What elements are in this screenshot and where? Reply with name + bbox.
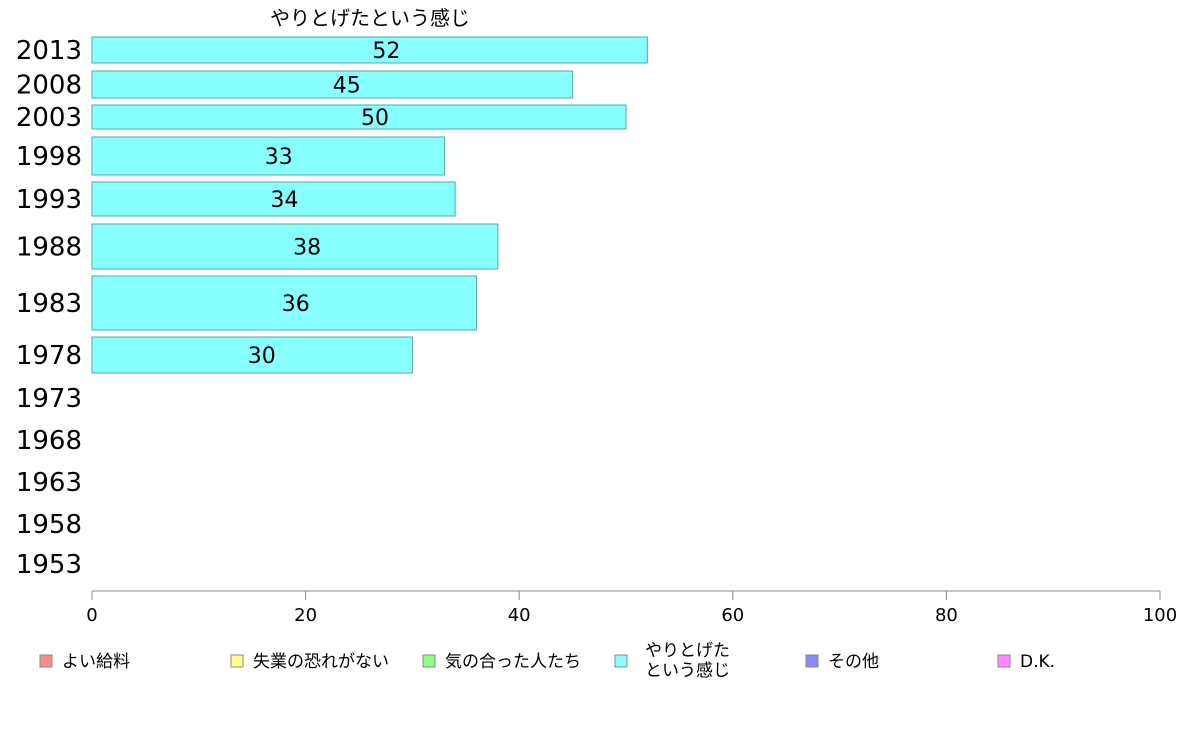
year-label: 1993 — [16, 185, 82, 215]
bar-value-label: 34 — [270, 188, 298, 213]
bar-value-label: 30 — [248, 344, 276, 369]
bar — [91, 336, 413, 374]
year-label: 1988 — [16, 233, 82, 263]
year-label: 1953 — [16, 550, 82, 580]
year-label: 1978 — [16, 341, 82, 371]
legend-label: その他 — [828, 652, 879, 672]
x-tick-label: 100 — [1143, 605, 1177, 626]
legend: よい給料 失業の恐れがない 気の合った人たち やりとげたという感じ その他 D.K. — [39, 641, 1055, 681]
bar-value-label: 52 — [372, 39, 400, 64]
bar-value-label: 45 — [333, 74, 361, 99]
legend-swatch — [39, 654, 53, 668]
x-tick-label: 40 — [508, 605, 531, 626]
year-label: 1998 — [16, 142, 82, 172]
bar — [91, 36, 648, 64]
year-label: 2008 — [16, 71, 82, 101]
bar-value-label: 33 — [265, 145, 293, 170]
chart-title: やりとげたという感じ — [270, 6, 470, 30]
year-label: 1958 — [16, 510, 82, 540]
bar — [91, 275, 477, 331]
legend-swatch — [230, 654, 244, 668]
bar-value-label: 36 — [282, 292, 310, 317]
legend-label: という感じ — [645, 661, 730, 681]
x-tick-label: 80 — [935, 605, 958, 626]
year-label: 2013 — [16, 36, 82, 66]
x-axis: 0 20 40 60 80 100 — [86, 590, 1177, 626]
bar — [91, 104, 627, 130]
year-label: 2003 — [16, 103, 82, 133]
legend-label: よい給料 — [62, 652, 130, 672]
x-tick-label: 20 — [294, 605, 317, 626]
year-label: 1963 — [16, 468, 82, 498]
legend-swatch — [805, 654, 819, 668]
bar — [91, 70, 574, 99]
x-tick-label: 0 — [86, 605, 97, 626]
bar — [91, 136, 445, 176]
bar-value-label: 50 — [361, 106, 389, 131]
legend-label: やりとげた — [645, 641, 730, 661]
bar — [91, 181, 456, 217]
x-tick-label: 60 — [721, 605, 744, 626]
bar-value-label: 38 — [293, 236, 321, 261]
bar — [91, 223, 499, 270]
year-label: 1983 — [16, 289, 82, 319]
legend-swatch — [614, 654, 628, 668]
legend-label: 気の合った人たち — [445, 652, 581, 672]
legend-swatch — [997, 654, 1011, 668]
year-label: 1968 — [16, 426, 82, 456]
legend-swatch — [422, 654, 436, 668]
legend-label: 失業の恐れがない — [253, 652, 389, 672]
legend-label: D.K. — [1020, 652, 1055, 672]
year-label: 1973 — [16, 384, 82, 414]
